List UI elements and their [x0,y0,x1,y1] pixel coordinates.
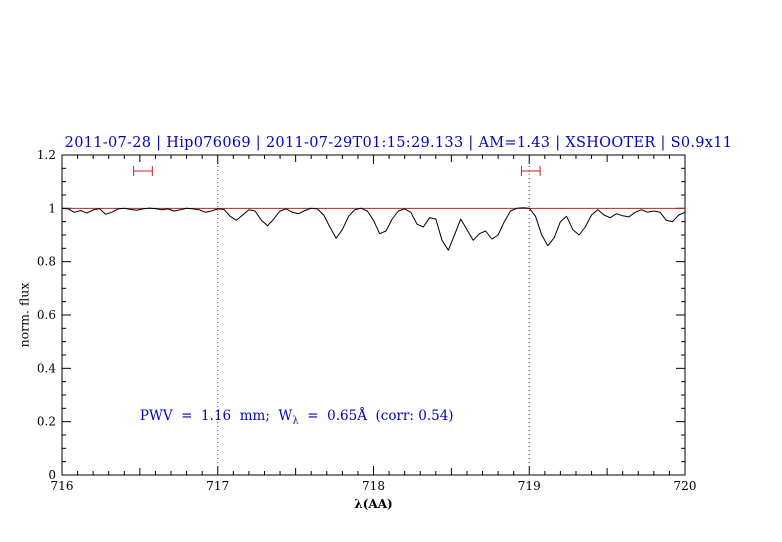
y-tick-label: 0 [48,468,56,482]
y-tick-label: 1 [48,201,56,215]
x-axis-label: λ(AA) [354,497,393,511]
pwv-annotation-prefix: PWV = 1.16 mm; W [139,407,293,424]
pwv-annotation: PWV = 1.16 mm; Wλ = 0.65Å (corr: 0.54) [140,408,454,427]
x-tick-label: 717 [206,479,229,493]
x-tick-label: 716 [51,479,74,493]
x-tick-label: 720 [674,479,697,493]
spectrum-line [61,207,686,251]
y-tick-label: 0.8 [37,255,56,269]
plot-title: 2011-07-28 | Hip076069 | 2011-07-29T01:1… [64,135,733,151]
plot-border [61,154,686,476]
y-tick-label: 0.4 [37,361,56,375]
y-tick-label: 0.6 [37,308,56,322]
x-tick-label: 718 [362,479,385,493]
pwv-annotation-suffix: = 0.65Å (corr: 0.54) [298,407,454,424]
y-tick-label: 0.2 [37,415,56,429]
y-axis-label: norm. flux [16,282,32,348]
y-tick-label: 1.2 [37,148,56,162]
x-tick-label: 719 [518,479,541,493]
pwv-annotation-lambda-subscript: λ [292,415,299,427]
